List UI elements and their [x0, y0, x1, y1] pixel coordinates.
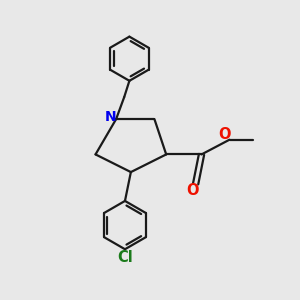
Text: O: O [186, 183, 198, 198]
Text: Cl: Cl [117, 250, 133, 265]
Text: N: N [105, 110, 117, 124]
Text: O: O [218, 127, 230, 142]
